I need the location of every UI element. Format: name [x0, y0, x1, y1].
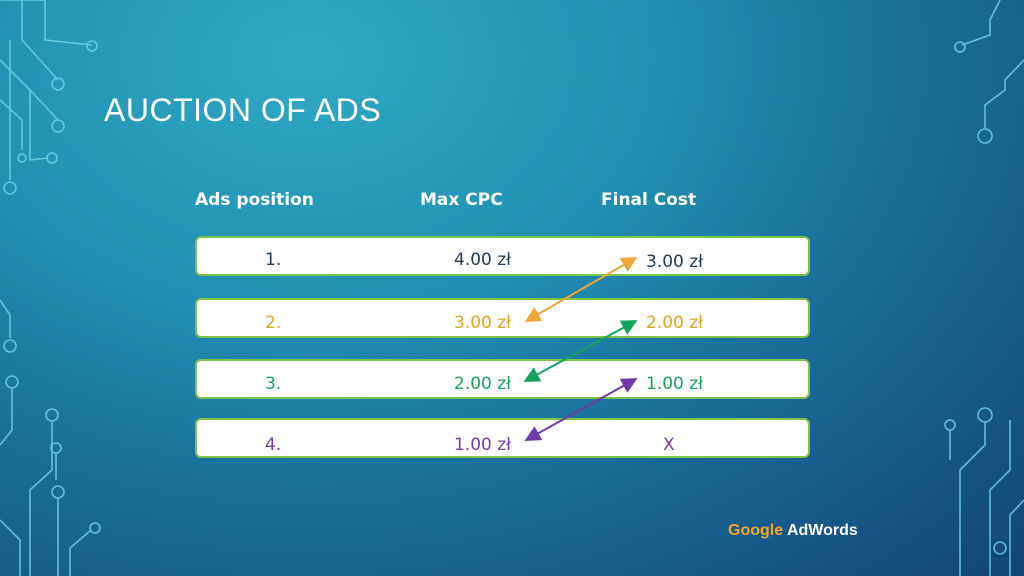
- row-position: 3.: [265, 374, 282, 394]
- row-final-cost: X: [663, 435, 675, 455]
- row-max-cpc: 1.00 zł: [454, 435, 512, 455]
- row-max-cpc: 3.00 zł: [454, 313, 512, 333]
- brand-adwords: AdWords: [786, 522, 858, 539]
- row-max-cpc: 2.00 zł: [454, 374, 512, 394]
- row-position: 2.: [265, 313, 282, 333]
- row-position: 1.: [265, 250, 282, 270]
- header-final-cost: Final Cost: [601, 190, 697, 210]
- row-max-cpc: 4.00 zł: [454, 250, 512, 270]
- table-row: 4. 1.00 zł X: [195, 418, 810, 458]
- table-row: 1. 4.00 zł 3.00 zł: [195, 236, 810, 276]
- row-final-cost: 1.00 zł: [646, 374, 704, 394]
- google-adwords-logo: Google AdWords: [728, 522, 858, 540]
- header-max-cpc: Max CPC: [420, 190, 503, 210]
- table-row: 3. 2.00 zł 1.00 zł: [195, 359, 810, 399]
- table-row: 2. 3.00 zł 2.00 zł: [195, 298, 810, 338]
- row-final-cost: 2.00 zł: [646, 313, 704, 333]
- slide-title: AUCTION OF ADS: [104, 92, 382, 128]
- row-final-cost: 3.00 zł: [646, 252, 704, 272]
- header-ads-position: Ads position: [195, 190, 314, 210]
- row-position: 4.: [265, 435, 282, 455]
- brand-google: Google: [728, 522, 784, 539]
